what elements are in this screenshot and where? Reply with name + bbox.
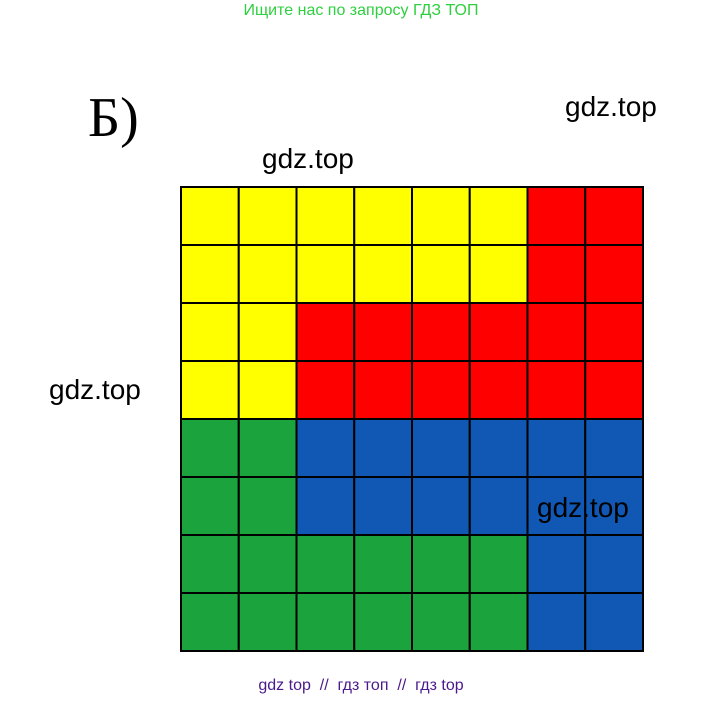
cell xyxy=(526,360,587,420)
cell xyxy=(584,418,644,478)
cell xyxy=(468,476,529,536)
cell xyxy=(411,592,471,652)
cell xyxy=(295,186,356,246)
cell xyxy=(353,244,413,304)
cell xyxy=(237,476,298,536)
cell xyxy=(353,534,413,594)
watermark: gdz.top xyxy=(537,492,629,523)
cell xyxy=(353,360,413,420)
cell xyxy=(526,302,587,362)
cell xyxy=(468,592,529,652)
cell xyxy=(237,244,298,304)
cell xyxy=(180,476,240,536)
cell xyxy=(295,244,356,304)
cell xyxy=(237,186,298,246)
cell xyxy=(584,534,644,594)
cell xyxy=(468,302,529,362)
cell xyxy=(584,302,644,362)
cell xyxy=(526,244,587,304)
cell xyxy=(526,592,587,652)
cell xyxy=(237,418,298,478)
cell xyxy=(411,360,471,420)
cell xyxy=(411,476,471,536)
cell xyxy=(353,418,413,478)
cell xyxy=(353,592,413,652)
cell xyxy=(353,186,413,246)
cell xyxy=(526,534,587,594)
cell xyxy=(411,534,471,594)
watermark: gdz.top xyxy=(262,143,354,174)
cell xyxy=(584,476,644,536)
cell xyxy=(526,186,587,246)
cell xyxy=(237,302,298,362)
cell xyxy=(180,244,240,304)
cell xyxy=(411,302,471,362)
cell xyxy=(584,244,644,304)
cell xyxy=(526,418,587,478)
cell xyxy=(237,592,298,652)
cell xyxy=(468,244,529,304)
header: Ищите нас по запросу ГДЗ ТОП xyxy=(243,2,479,19)
footer: gdz top // гдз топ // гдз top xyxy=(258,677,464,694)
cell xyxy=(295,418,356,478)
cell xyxy=(468,186,529,246)
cell xyxy=(411,186,471,246)
cell xyxy=(180,418,240,478)
cell xyxy=(468,418,529,478)
cell xyxy=(237,360,298,420)
cell xyxy=(468,360,529,420)
cell xyxy=(295,476,356,536)
cell xyxy=(180,186,240,246)
cell xyxy=(584,360,644,420)
label: Б) xyxy=(88,87,139,149)
watermark: gdz.top xyxy=(49,374,141,405)
cell xyxy=(237,534,298,594)
cell xyxy=(180,592,240,652)
cell xyxy=(180,360,240,420)
cell xyxy=(295,302,356,362)
cell xyxy=(353,476,413,536)
cell xyxy=(180,302,240,362)
cell xyxy=(584,186,644,246)
watermark: gdz.top xyxy=(565,91,657,122)
cell xyxy=(411,418,471,478)
cell xyxy=(295,592,356,652)
cell xyxy=(353,302,413,362)
cell xyxy=(584,592,644,652)
cell xyxy=(180,534,240,594)
cell xyxy=(295,360,356,420)
cell xyxy=(468,534,529,594)
cell xyxy=(411,244,471,304)
cell xyxy=(295,534,356,594)
